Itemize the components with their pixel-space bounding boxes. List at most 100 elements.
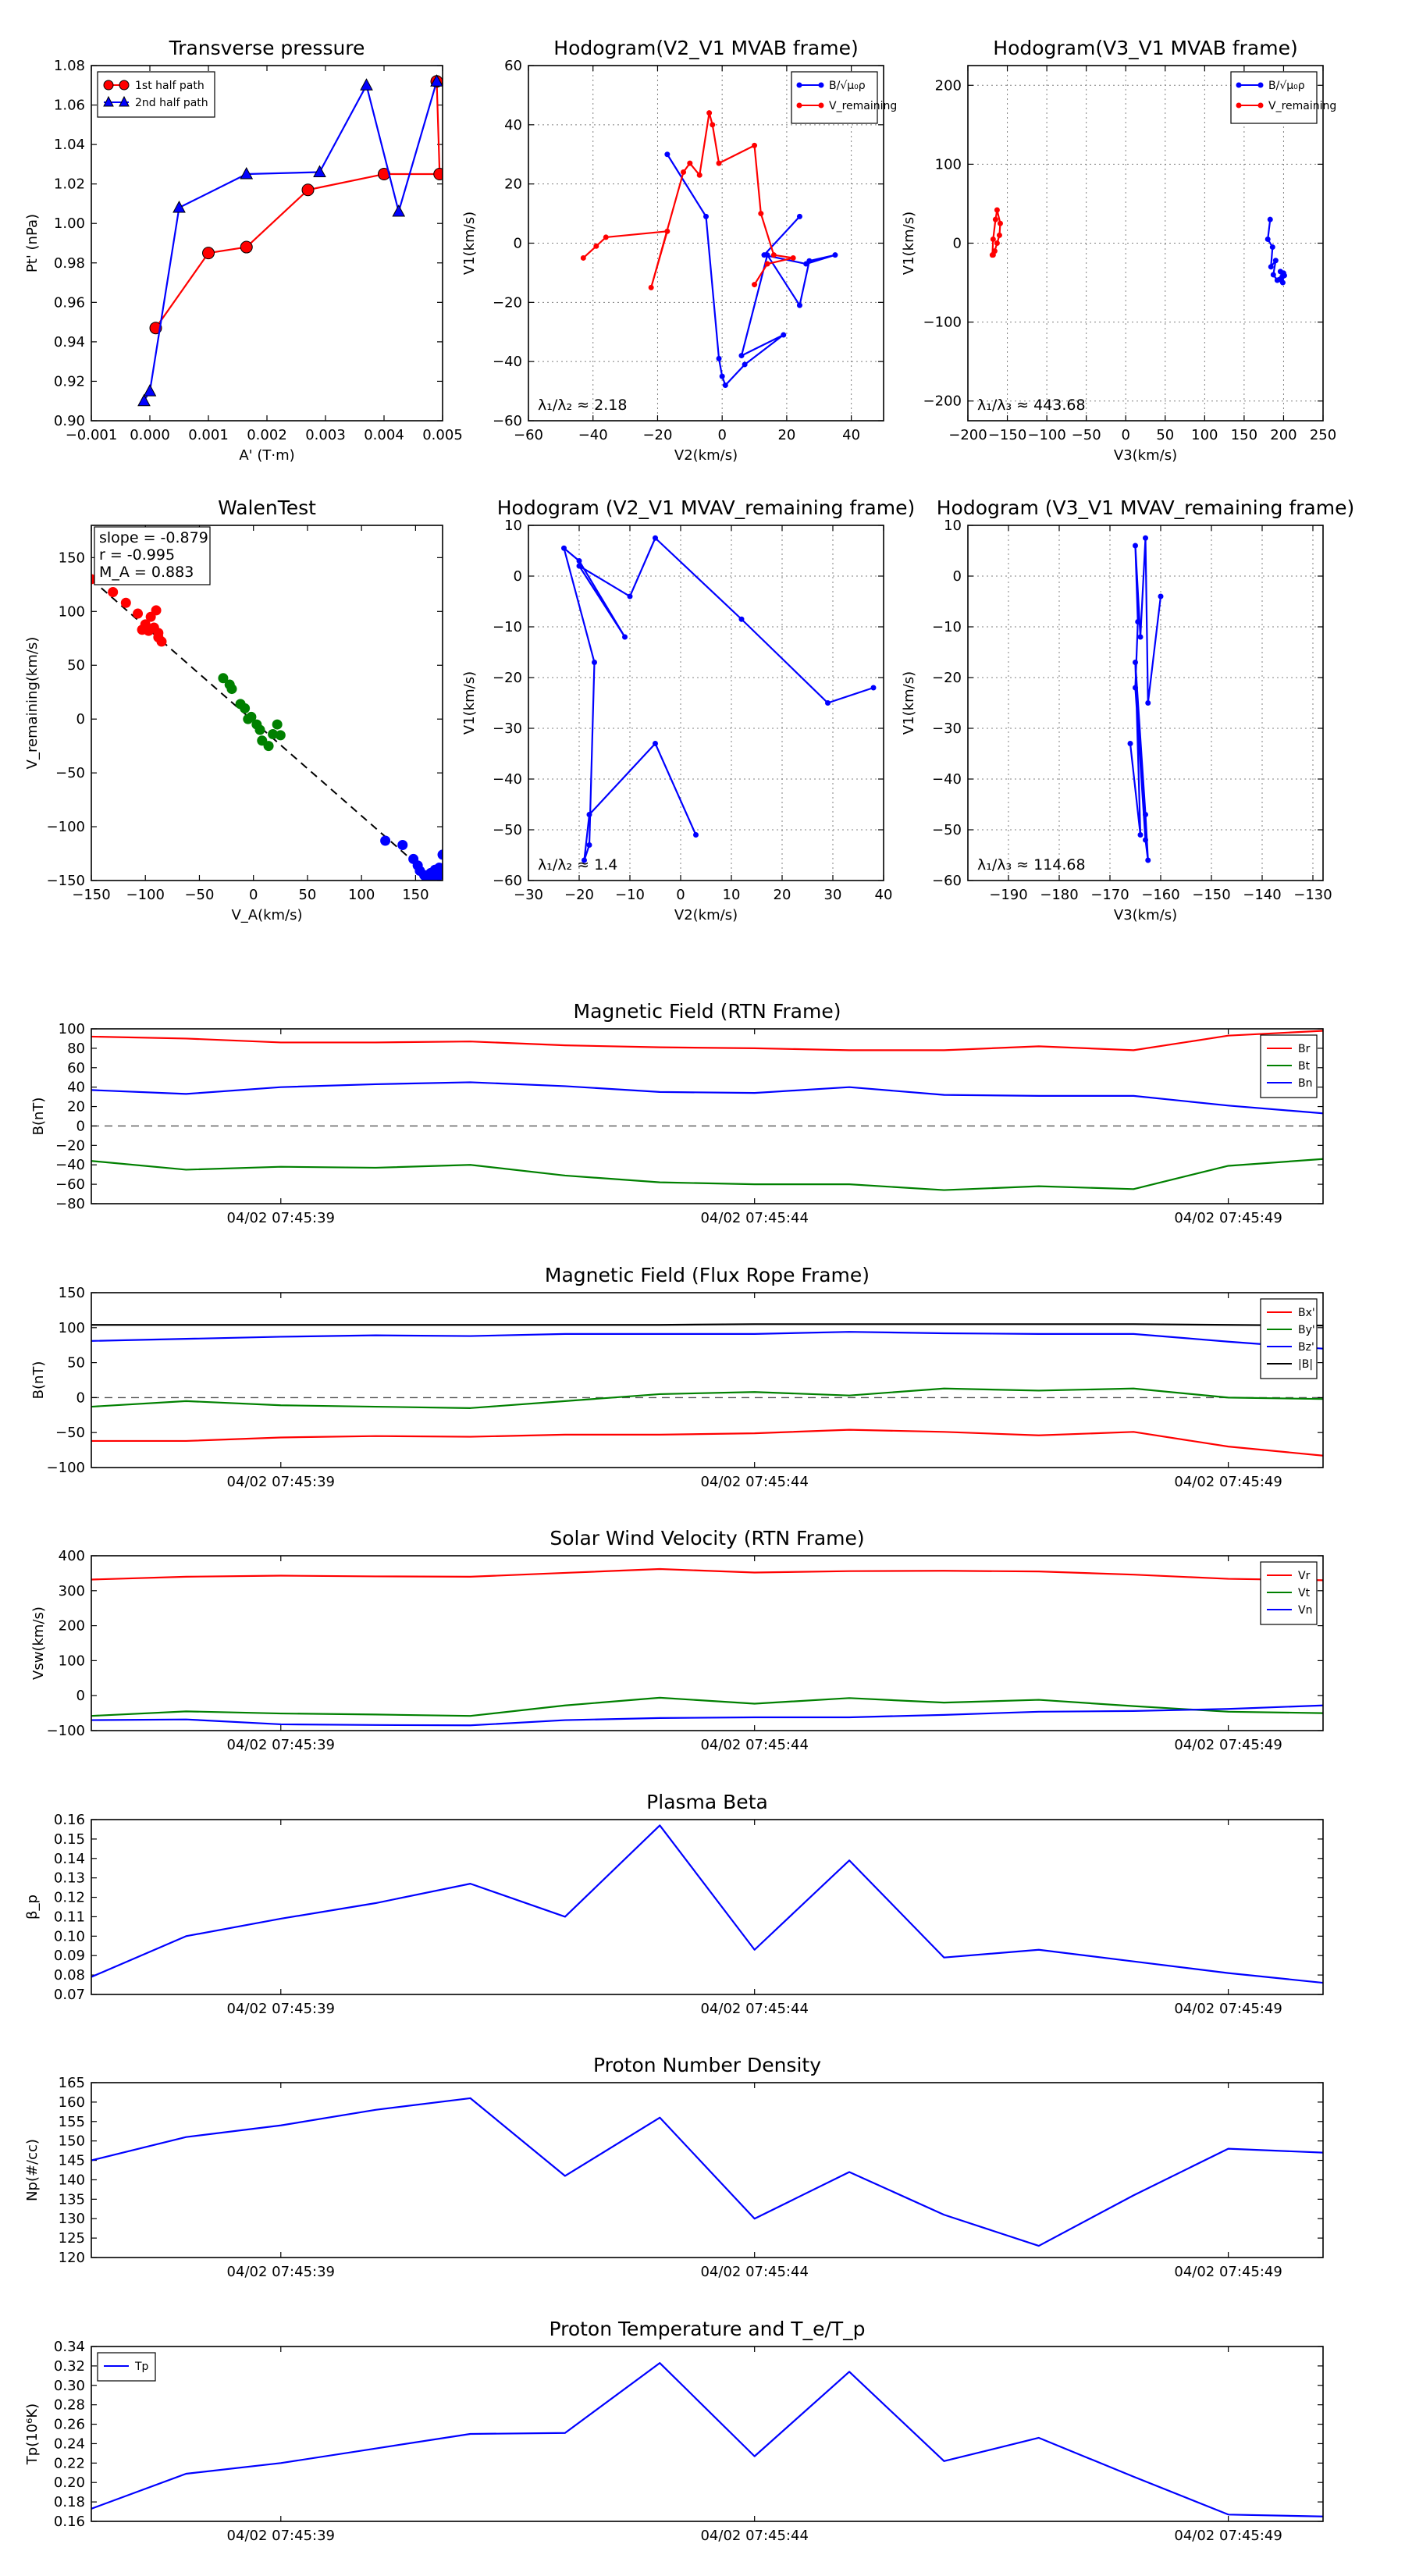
- data-point: [582, 857, 587, 863]
- plot-area: [91, 1824, 1323, 1984]
- x-tick-label: 04/02 07:45:44: [700, 2264, 808, 2280]
- y-tick-label: 0.09: [54, 1948, 85, 1964]
- data-point: [796, 213, 802, 219]
- legend-marker: [1236, 102, 1242, 109]
- legend-marker: [796, 82, 802, 88]
- chart-title: Hodogram (V3_V1 MVAV_remaining frame): [937, 496, 1355, 519]
- legend-label: B/√μ₀ρ: [1268, 80, 1305, 92]
- y-tick-label: −60: [493, 873, 522, 889]
- y-tick-label: 40: [504, 117, 522, 133]
- data-point: [360, 78, 373, 91]
- data-point: [722, 382, 728, 388]
- data-point: [586, 812, 592, 817]
- axes-frame: [91, 525, 443, 881]
- x-tick-label: 0.000: [130, 427, 170, 443]
- data-point: [648, 284, 654, 290]
- series-line-2nd half path: [143, 80, 438, 402]
- data-point: [426, 875, 437, 881]
- x-tick-label: 200: [1270, 427, 1297, 443]
- y-tick-label: 0: [514, 568, 522, 585]
- legend-label: Vn: [1298, 1604, 1312, 1617]
- legend-marker: [119, 80, 130, 91]
- data-point: [758, 211, 764, 217]
- x-tick-label: 04/02 07:45:39: [227, 1737, 335, 1753]
- y-tick-label: 1.06: [54, 98, 85, 114]
- chart-title: Plasma Beta: [646, 1791, 768, 1813]
- y-tick-label: 0.16: [54, 2514, 85, 2530]
- chart-mag_fluxrope: Magnetic Field (Flux Rope Frame) 04/02 07…: [30, 1264, 1324, 1490]
- y-tick-label: 0.30: [54, 2378, 85, 2394]
- x-tick-label: 100: [348, 887, 375, 903]
- plot-area: [561, 535, 877, 863]
- data-point: [622, 634, 628, 640]
- x-tick-label: −150: [1192, 887, 1230, 903]
- x-tick-label: 0.001: [188, 427, 229, 443]
- data-point: [716, 355, 722, 361]
- legend-label: V_remaining: [829, 100, 897, 112]
- y-axis-label: β_p: [24, 1895, 41, 1920]
- x-tick-label: 40: [875, 887, 893, 903]
- y-tick-label: 300: [59, 1583, 85, 1599]
- y-tick-label: 150: [59, 2133, 85, 2150]
- y-tick-label: 0.96: [54, 294, 85, 311]
- data-point: [1143, 837, 1148, 843]
- y-axis-label: B(nT): [30, 1098, 47, 1136]
- data-point: [1133, 543, 1138, 549]
- y-tick-label: −150: [47, 873, 85, 889]
- chart-title: Magnetic Field (Flux Rope Frame): [545, 1264, 870, 1286]
- x-tick-label: 10: [723, 887, 741, 903]
- y-tick-label: −40: [493, 354, 522, 370]
- data-point: [764, 261, 770, 267]
- x-tick-label: 100: [1191, 427, 1218, 443]
- legend-label: 1st half path: [135, 80, 205, 92]
- x-tick-label: −130: [1293, 887, 1332, 903]
- legend-label: Bt: [1298, 1060, 1311, 1073]
- data-point: [437, 849, 443, 860]
- data-point: [272, 719, 283, 730]
- legend-box: [791, 71, 878, 124]
- data-point: [592, 660, 597, 665]
- legend-label: Vr: [1298, 1570, 1311, 1582]
- y-tick-label: −60: [55, 1176, 85, 1193]
- y-tick-label: 60: [67, 1060, 85, 1076]
- data-point: [268, 728, 279, 739]
- axes-frame: [967, 525, 1324, 881]
- data-point: [790, 254, 796, 261]
- x-tick-label: 50: [298, 887, 316, 903]
- x-tick-label: 0.005: [422, 427, 463, 443]
- chart-hodogram_v3v1_mvab: Hodogram(V3_V1 MVAB frame)−200 −150 −100 −5…: [901, 37, 1336, 464]
- x-tick-label: 04/02 07:45:49: [1174, 1210, 1282, 1226]
- chart-hodogram_v2v1_mvav: Hodogram (V2_V1 MVAV_remaining frame) −30…: [461, 496, 915, 923]
- data-point: [243, 713, 254, 724]
- data-point: [803, 261, 809, 267]
- series-line-B/√μ₀ρ: [666, 154, 837, 386]
- x-tick-label: 04/02 07:45:49: [1174, 1474, 1282, 1490]
- data-point: [275, 730, 286, 741]
- legend-marker: [1236, 82, 1242, 88]
- x-tick-label: −0.001: [66, 427, 118, 443]
- x-tick-label: 04/02 07:45:39: [227, 2528, 335, 2544]
- y-tick-label: 0.32: [54, 2358, 85, 2375]
- x-axis-label: V2(km/s): [674, 907, 738, 923]
- data-point: [1143, 812, 1148, 817]
- x-tick-label: 04/02 07:45:49: [1174, 2264, 1282, 2280]
- data-point: [989, 252, 995, 258]
- series-line-By': [91, 1387, 1323, 1409]
- series-line-|B|: [91, 1323, 1323, 1327]
- x-tick-label: −150: [988, 427, 1026, 443]
- plot-area: [91, 2362, 1323, 2517]
- chart-title: Magnetic Field (RTN Frame): [574, 1000, 841, 1023]
- x-axis-label: V_A(km/s): [231, 907, 302, 923]
- y-tick-label: −20: [493, 294, 522, 311]
- y-tick-label: 155: [59, 2114, 85, 2130]
- y-tick-label: 50: [67, 657, 85, 674]
- x-tick-label: 04/02 07:45:49: [1174, 2528, 1282, 2544]
- legend-label: Bx': [1298, 1307, 1315, 1319]
- legend-label: Bz': [1298, 1341, 1314, 1354]
- data-point: [1127, 741, 1133, 746]
- legend: B/√μ₀ρ V_remaining: [791, 71, 897, 124]
- y-tick-label: −10: [493, 619, 522, 635]
- y-tick-label: 0.18: [54, 2494, 85, 2510]
- y-tick-label: 100: [935, 156, 962, 173]
- annotation: λ₁/λ₂ ≈ 2.18: [538, 397, 627, 414]
